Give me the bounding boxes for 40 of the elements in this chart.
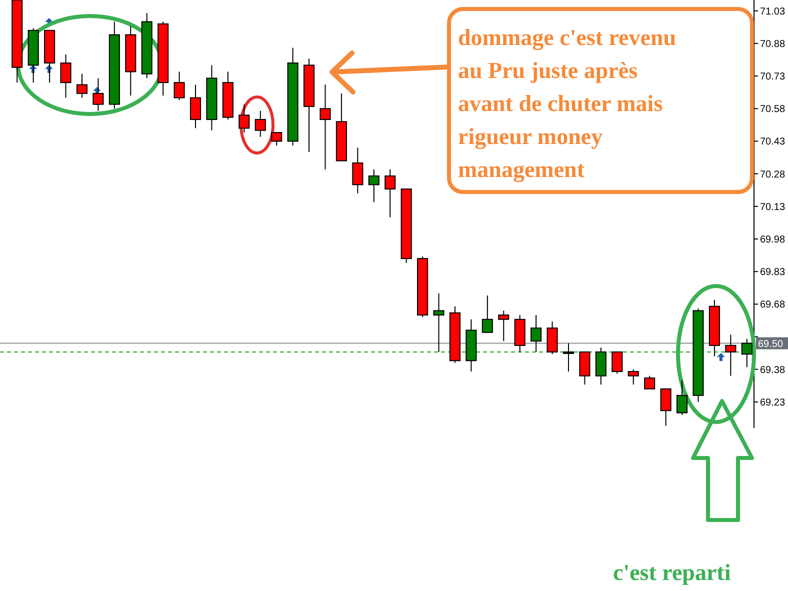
y-tick-label: 70.28 bbox=[760, 169, 786, 180]
y-tick-label: 70.13 bbox=[760, 202, 786, 213]
candlestick bbox=[595, 347, 606, 386]
candlestick bbox=[644, 375, 656, 390]
y-tick-label: 69.38 bbox=[760, 364, 786, 376]
y-tick-label: 70.73 bbox=[760, 72, 786, 83]
candlestick bbox=[320, 84, 331, 170]
y-tick-label: 70.88 bbox=[760, 38, 786, 50]
candlestick bbox=[174, 71, 185, 100]
y-tick-label: 69.68 bbox=[760, 300, 786, 311]
candlestick bbox=[433, 292, 444, 352]
candlestick bbox=[676, 380, 688, 416]
y-tick-label: 70.58 bbox=[760, 104, 786, 116]
y-tick-label: 69.98 bbox=[760, 234, 786, 246]
candlestick bbox=[60, 54, 72, 98]
candlestick bbox=[76, 73, 88, 98]
candlestick bbox=[271, 132, 282, 146]
y-tick-label: 69.83 bbox=[760, 267, 786, 278]
annotation: dommage c'est revenu au Pru juste après avant de chuter mais rigueur money management bbox=[458, 25, 676, 183]
candlestick bbox=[498, 310, 510, 342]
candlestick bbox=[530, 314, 542, 352]
y-tick-label: 70.43 bbox=[760, 136, 786, 148]
y-tick-label: 71.03 bbox=[760, 6, 786, 18]
ref-line-label: 69.50 bbox=[758, 338, 784, 350]
candlestick bbox=[482, 294, 493, 333]
candlestick bbox=[741, 338, 752, 368]
candlestick bbox=[368, 168, 380, 203]
candlestick bbox=[238, 104, 250, 134]
candlestick bbox=[628, 368, 639, 386]
candlestick bbox=[562, 342, 574, 372]
candlestick bbox=[384, 168, 396, 218]
candlestick bbox=[190, 84, 202, 129]
candlestick bbox=[579, 351, 590, 386]
text: c'est reparti bbox=[613, 560, 732, 585]
candlestick bbox=[660, 388, 672, 426]
candlestick bbox=[352, 147, 364, 194]
candlestick bbox=[254, 110, 266, 138]
y-tick-label: 69.23 bbox=[760, 397, 786, 408]
candlestick bbox=[546, 321, 558, 355]
candlestick bbox=[612, 351, 623, 374]
